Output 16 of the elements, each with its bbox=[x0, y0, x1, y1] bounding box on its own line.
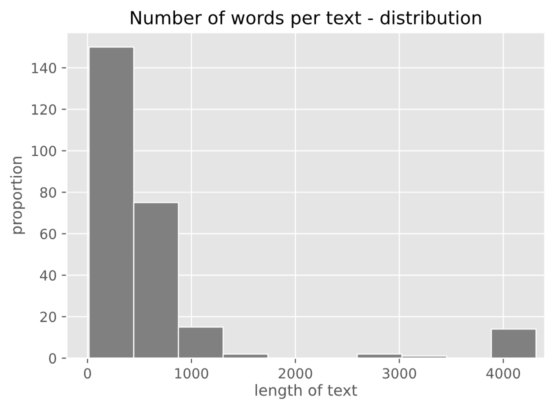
x-tick-label: 1000 bbox=[175, 368, 208, 379]
y-tick-label: 0 bbox=[49, 353, 56, 364]
x-tick-label: 2000 bbox=[278, 368, 312, 379]
x-tick-label: 3000 bbox=[382, 368, 416, 379]
y-tick-label: 40 bbox=[40, 270, 56, 281]
y-tick-label: 80 bbox=[40, 187, 56, 198]
chart-title: Number of words per text - distribution bbox=[130, 10, 481, 28]
y-tick-label: 100 bbox=[32, 146, 56, 156]
y-tick-label: 120 bbox=[32, 104, 56, 115]
y-tick-label: 140 bbox=[32, 62, 56, 74]
y-axis-title: proportion bbox=[10, 156, 25, 234]
x-tick-label: 0 bbox=[84, 368, 92, 379]
y-tick-label: 20 bbox=[40, 312, 56, 322]
x-tick-label: 4000 bbox=[486, 368, 520, 379]
y-tick-label: 60 bbox=[40, 228, 56, 240]
x-axis-title: length of text bbox=[256, 384, 358, 399]
